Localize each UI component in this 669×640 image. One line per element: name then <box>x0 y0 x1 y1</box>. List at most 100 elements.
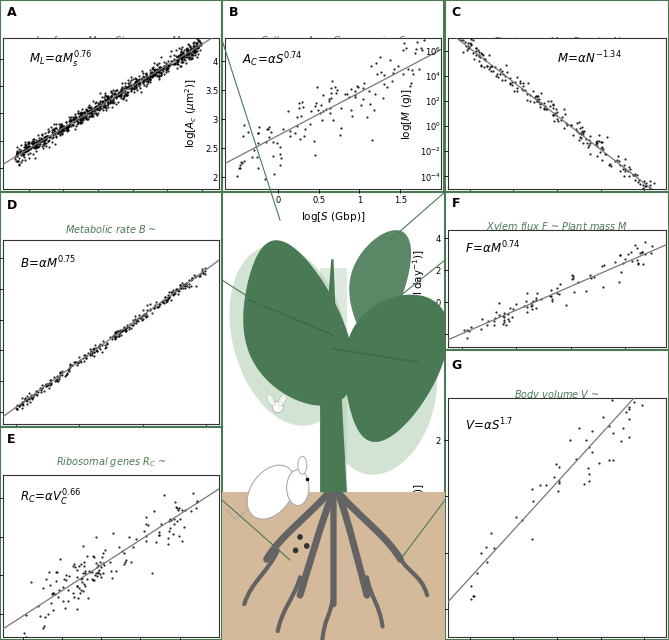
Point <box>20 145 31 156</box>
Point <box>23 145 34 155</box>
Point <box>554 278 565 289</box>
Point <box>16 148 27 158</box>
Point <box>471 49 482 60</box>
Point <box>73 108 84 118</box>
Point <box>56 122 66 132</box>
Point <box>86 347 97 357</box>
Point <box>184 45 195 55</box>
Point <box>25 142 35 152</box>
Point <box>40 141 51 151</box>
Point <box>576 126 587 136</box>
Text: C: C <box>452 6 461 19</box>
Point <box>139 74 150 84</box>
Point <box>182 44 193 54</box>
Point <box>509 86 520 97</box>
Point <box>175 283 186 293</box>
Point <box>147 71 157 81</box>
Point <box>342 89 353 99</box>
Point <box>114 92 125 102</box>
Point <box>355 100 366 110</box>
Point <box>151 65 162 76</box>
Point <box>647 241 658 251</box>
Point <box>23 153 34 163</box>
Point <box>482 557 493 568</box>
Point <box>619 389 630 399</box>
Point <box>106 86 117 97</box>
Point <box>346 105 357 115</box>
Point <box>154 67 165 77</box>
Point <box>597 155 608 165</box>
Point <box>145 69 156 79</box>
Point <box>82 106 92 116</box>
Point <box>468 48 478 58</box>
Text: $\mathit{A}_C\!=\!\alpha\mathit{S}^{0.74}$: $\mathit{A}_C\!=\!\alpha\mathit{S}^{0.74… <box>242 50 303 68</box>
Point <box>456 35 467 45</box>
Point <box>69 559 80 569</box>
Point <box>163 287 174 298</box>
Point <box>126 81 136 91</box>
Point <box>13 152 24 163</box>
Point <box>19 138 30 148</box>
Point <box>175 52 186 63</box>
Point <box>112 88 123 99</box>
Point <box>405 77 416 88</box>
Point <box>595 147 605 157</box>
Point <box>539 99 549 109</box>
Point <box>122 82 133 92</box>
Point <box>551 283 562 293</box>
Point <box>68 561 78 571</box>
Point <box>145 305 156 315</box>
Point <box>639 176 650 186</box>
Point <box>30 140 41 150</box>
Point <box>525 96 536 106</box>
Point <box>581 435 592 445</box>
Point <box>109 86 120 97</box>
Point <box>72 593 83 604</box>
Point <box>62 367 72 378</box>
Point <box>648 185 658 195</box>
Point <box>36 135 47 145</box>
Point <box>488 316 499 326</box>
Point <box>527 304 537 314</box>
Point <box>592 151 603 161</box>
Point <box>64 364 74 374</box>
Point <box>21 632 31 640</box>
Point <box>526 298 537 308</box>
Point <box>56 122 66 132</box>
Point <box>46 136 57 147</box>
Point <box>85 349 96 359</box>
Point <box>192 497 203 508</box>
Point <box>186 50 197 60</box>
Point <box>90 570 100 580</box>
Point <box>59 124 70 134</box>
Point <box>531 295 541 305</box>
Point <box>90 104 100 115</box>
Point <box>118 87 128 97</box>
Point <box>27 149 38 159</box>
Point <box>112 331 123 341</box>
Point <box>234 163 245 173</box>
Point <box>581 134 592 145</box>
Point <box>175 283 185 293</box>
Point <box>22 142 33 152</box>
Point <box>153 299 164 309</box>
Point <box>175 284 185 294</box>
Point <box>318 90 329 100</box>
Point <box>29 137 39 147</box>
Point <box>85 108 96 118</box>
Point <box>43 609 54 620</box>
Point <box>169 50 180 60</box>
Point <box>80 104 91 115</box>
Point <box>638 259 649 269</box>
Point <box>533 97 544 108</box>
Point <box>555 115 566 125</box>
Point <box>179 50 189 60</box>
Point <box>20 140 31 150</box>
Point <box>58 582 69 592</box>
Point <box>193 43 203 53</box>
Point <box>173 286 184 296</box>
Point <box>40 134 51 144</box>
Ellipse shape <box>304 543 310 549</box>
Point <box>194 271 205 281</box>
Point <box>145 74 156 84</box>
